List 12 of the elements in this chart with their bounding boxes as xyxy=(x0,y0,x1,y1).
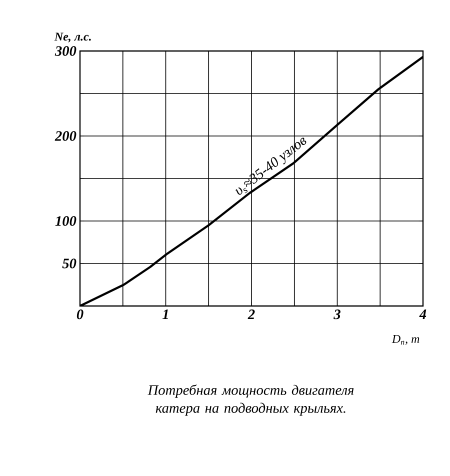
y-tick-label: 300 xyxy=(54,46,76,56)
y-tick-label: 200 xyxy=(54,131,76,141)
y-axis-title: Ne, л.с. xyxy=(54,32,91,42)
y-tick-label: 50 xyxy=(62,258,76,268)
y-tick-label: 100 xyxy=(55,216,76,226)
x-tick-label: 3 xyxy=(334,310,340,320)
x-tick-label: 2 xyxy=(248,310,255,320)
x-axis-title: D$_{п}$, т xyxy=(392,335,420,345)
x-tick-label: 0 xyxy=(76,310,84,320)
x-tick-label: 4 xyxy=(419,310,426,319)
text: Потребная мощность двигателя катера на подводных крыльях. xyxy=(148,384,354,416)
x-tick-label: 1 xyxy=(162,310,168,319)
